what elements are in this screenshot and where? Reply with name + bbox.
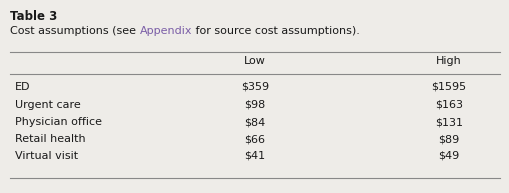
Text: Cost assumptions (see: Cost assumptions (see (10, 26, 139, 36)
Text: Urgent care: Urgent care (15, 100, 81, 110)
Text: $49: $49 (437, 151, 459, 161)
Text: ED: ED (15, 82, 31, 92)
Text: Table 3: Table 3 (10, 10, 57, 23)
Text: $359: $359 (240, 82, 269, 92)
Text: $1595: $1595 (431, 82, 465, 92)
Text: $163: $163 (434, 100, 462, 110)
Text: $41: $41 (244, 151, 265, 161)
Text: Low: Low (244, 56, 265, 66)
Text: for source cost assumptions).: for source cost assumptions). (191, 26, 359, 36)
Text: Physician office: Physician office (15, 117, 102, 127)
Text: High: High (435, 56, 461, 66)
Text: Virtual visit: Virtual visit (15, 151, 78, 161)
Text: $131: $131 (434, 117, 462, 127)
Text: $66: $66 (244, 134, 265, 144)
Text: $98: $98 (244, 100, 265, 110)
Text: Appendix: Appendix (139, 26, 191, 36)
Text: Retail health: Retail health (15, 134, 86, 144)
Text: $89: $89 (437, 134, 459, 144)
Text: $84: $84 (244, 117, 265, 127)
